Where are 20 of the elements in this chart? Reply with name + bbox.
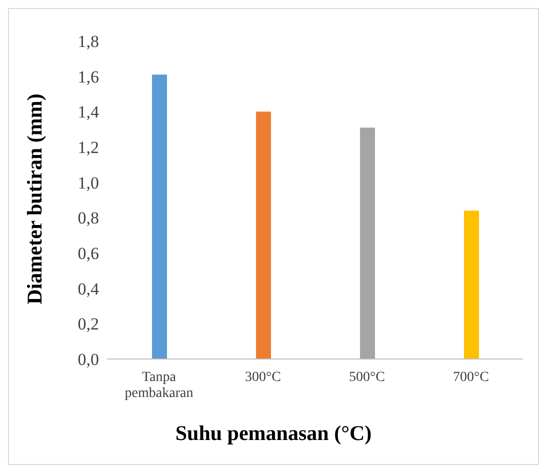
y-tick-label: 1,0	[78, 173, 99, 192]
y-tick-label: 0,4	[78, 279, 100, 298]
y-tick-label: 0,2	[78, 314, 99, 334]
x-tick-label: Tanpa pembakaran	[124, 370, 194, 401]
y-tick-label: 1,2	[78, 138, 99, 158]
bar	[152, 74, 167, 359]
y-tick-label: 0,0	[78, 350, 99, 370]
bar	[256, 112, 271, 359]
x-tick-label: 500°C	[349, 370, 385, 385]
x-axis-title: Suhu pemanasan (°C)	[174, 421, 373, 446]
y-tick-label: 0,6	[78, 244, 99, 264]
y-axis-title: Diameter butiran (mm)	[22, 94, 48, 304]
y-tick-label: 1,8	[78, 32, 99, 52]
y-tick-label: 1,6	[78, 67, 99, 86]
x-tick-label: 700°C	[453, 370, 489, 385]
bar	[464, 210, 479, 359]
y-tick-label: 1,4	[78, 102, 100, 122]
x-tick-label: 300°C	[245, 370, 281, 385]
bar	[360, 128, 375, 359]
y-tick-label: 0,8	[78, 208, 99, 228]
